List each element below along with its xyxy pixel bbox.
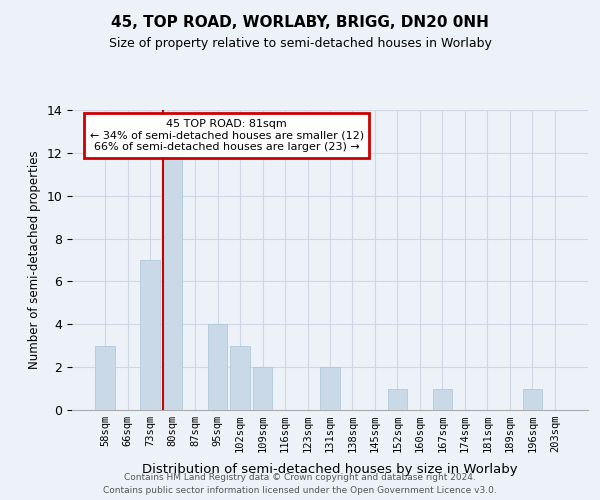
Bar [208,324,227,410]
Text: Contains HM Land Registry data © Crown copyright and database right 2024.
Contai: Contains HM Land Registry data © Crown c… [103,474,497,495]
Bar [523,388,542,410]
Text: 45 TOP ROAD: 81sqm
← 34% of semi-detached houses are smaller (12)
66% of semi-de: 45 TOP ROAD: 81sqm ← 34% of semi-detache… [90,119,364,152]
Bar [320,367,340,410]
Text: Size of property relative to semi-detached houses in Worlaby: Size of property relative to semi-detach… [109,38,491,51]
Bar [433,388,452,410]
Bar [163,153,182,410]
Bar [388,388,407,410]
Bar [230,346,250,410]
Y-axis label: Number of semi-detached properties: Number of semi-detached properties [28,150,41,370]
Bar [95,346,115,410]
Bar [140,260,160,410]
X-axis label: Distribution of semi-detached houses by size in Worlaby: Distribution of semi-detached houses by … [142,464,518,476]
Text: 45, TOP ROAD, WORLABY, BRIGG, DN20 0NH: 45, TOP ROAD, WORLABY, BRIGG, DN20 0NH [111,15,489,30]
Bar [253,367,272,410]
